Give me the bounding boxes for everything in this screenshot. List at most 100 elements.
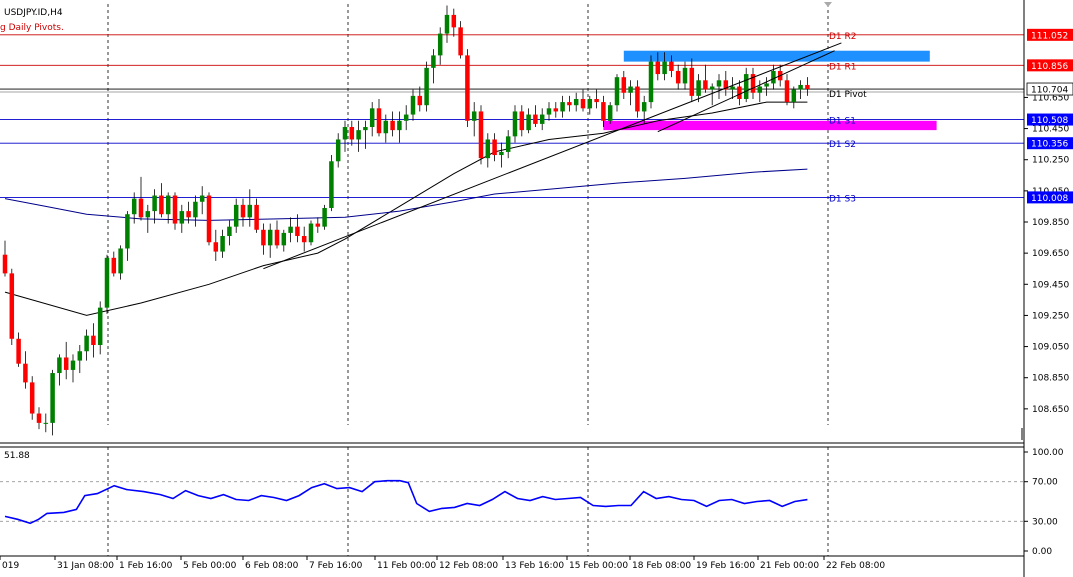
- x-tick-label: 21 Feb 00:00: [760, 561, 819, 571]
- candle-bull: [628, 86, 633, 93]
- candle-bear: [737, 86, 742, 99]
- trendlines[interactable]: [263, 42, 842, 270]
- price-marker-label: 110.856: [1031, 62, 1068, 72]
- candle-bull: [43, 422, 49, 424]
- y-tick-label: 110.650: [1032, 93, 1069, 103]
- zone-blue: [623, 50, 930, 62]
- candle-bear: [390, 120, 395, 131]
- rsi-subwindow: 100.00 70.00 30.00 0.00: [0, 448, 1064, 557]
- y-tick-label: 108.650: [1032, 405, 1069, 415]
- candle-bull: [220, 236, 225, 252]
- zone-magenta: [603, 120, 937, 131]
- pivot-label: D1 R1: [829, 62, 857, 72]
- x-tick-label: 31 Jan 08:00: [57, 561, 114, 571]
- y-tick-label: 110.450: [1032, 125, 1069, 135]
- candle-bull: [403, 114, 409, 121]
- pivot-level-labels: D1 R2 D1 R1 D1 Pivot D1 S1 D1 S2 D1 S3: [829, 32, 867, 205]
- candle-bull: [757, 86, 763, 93]
- ma-short-line: [4, 101, 808, 316]
- x-tick-label: 6 Feb 08:00: [245, 561, 299, 571]
- rsi-y-tick-label: 100.00: [1032, 448, 1064, 458]
- chart-frame: [0, 0, 1025, 577]
- rsi-value-label: 51.88: [4, 451, 30, 461]
- y-tick-label: 109.850: [1032, 218, 1069, 228]
- price-marker-label: 110.008: [1031, 194, 1068, 204]
- candle-bull: [233, 204, 239, 227]
- candle-bull: [322, 207, 327, 227]
- candle-bear: [111, 257, 117, 274]
- candlesticks: [2, 5, 810, 436]
- candle-bull: [771, 70, 776, 84]
- rsi-y-tick-label: 70.00: [1032, 478, 1058, 488]
- candle-bull: [431, 55, 436, 68]
- x-tick-label: 13 Feb 16:00: [505, 561, 564, 571]
- symbol-label: USDJPY.ID,H4: [4, 8, 63, 18]
- y-tick-label: 109.650: [1032, 249, 1069, 259]
- x-tick-label: 7 Feb 16:00: [309, 561, 363, 571]
- trendline: [263, 42, 842, 270]
- candle-bull: [791, 89, 797, 103]
- candle-bear: [254, 204, 259, 230]
- pivot-label: D1 Pivot: [829, 90, 867, 100]
- candle-bull: [437, 33, 443, 56]
- candle-bull: [546, 108, 552, 115]
- candle-bear: [213, 242, 219, 252]
- y-tick-label: 110.250: [1032, 156, 1069, 166]
- moving-average-lines: [4, 101, 808, 316]
- candle-bull: [499, 151, 504, 156]
- candle-bull: [607, 105, 613, 121]
- candle-bear: [186, 211, 191, 218]
- price-marker-label: 111.052: [1031, 31, 1068, 41]
- candle-bear: [172, 195, 178, 224]
- candle-bear: [492, 139, 497, 156]
- pivot-label: D1 S1: [829, 117, 856, 127]
- x-tick-label: 19 Feb 16:00: [696, 561, 755, 571]
- candle-bull: [308, 223, 314, 243]
- x-tick-label: 18 Feb 08:00: [632, 561, 691, 571]
- x-tick-label: 15 Feb 00:00: [569, 561, 628, 571]
- candle-bear: [621, 77, 627, 93]
- candle-bear: [553, 108, 559, 112]
- candle-bear: [669, 61, 674, 71]
- candle-bear: [417, 95, 423, 106]
- candle-bull: [193, 201, 198, 218]
- pivot-label: D1 S3: [829, 194, 856, 204]
- x-tick-label: 019: [2, 561, 19, 571]
- candle-bear: [138, 198, 144, 218]
- price-marker-label: 110.356: [1031, 140, 1068, 150]
- candle-bull: [641, 102, 647, 112]
- candle-bear: [159, 195, 164, 215]
- price-marker-support: [1027, 113, 1073, 126]
- candle-bull: [227, 226, 232, 237]
- x-tick-label: 1 Feb 16:00: [119, 561, 173, 571]
- candle-bear: [601, 102, 606, 121]
- y-tick-label: 109.050: [1032, 343, 1069, 353]
- candle-bull: [152, 195, 157, 212]
- candle-bull: [716, 80, 722, 87]
- price-marker-resistance: [1027, 28, 1073, 41]
- pivot-level-lines: [0, 34, 1024, 198]
- price-marker-resistance: [1027, 59, 1073, 72]
- candle-bear: [703, 80, 708, 90]
- candle-bull: [410, 95, 416, 115]
- candle-bull: [444, 14, 450, 34]
- candle-bear: [91, 335, 96, 346]
- candle-bear: [63, 357, 69, 370]
- candle-bear: [465, 55, 470, 121]
- candle-bull: [329, 161, 334, 208]
- candle-bull: [363, 127, 368, 131]
- x-tick-label: 5 Feb 00:00: [183, 561, 237, 571]
- candle-bear: [23, 363, 28, 383]
- candle-bull: [70, 360, 76, 370]
- candle-bear: [16, 338, 21, 364]
- candle-bull: [247, 204, 253, 218]
- candle-bull: [342, 127, 348, 140]
- candle-bull: [526, 114, 531, 131]
- candle-bull: [512, 111, 518, 137]
- candle-bull: [50, 373, 55, 423]
- rsi-y-tick-label: 30.00: [1032, 517, 1058, 527]
- candle-bear: [580, 98, 586, 109]
- candle-bear: [274, 229, 280, 246]
- candle-bull: [356, 130, 361, 140]
